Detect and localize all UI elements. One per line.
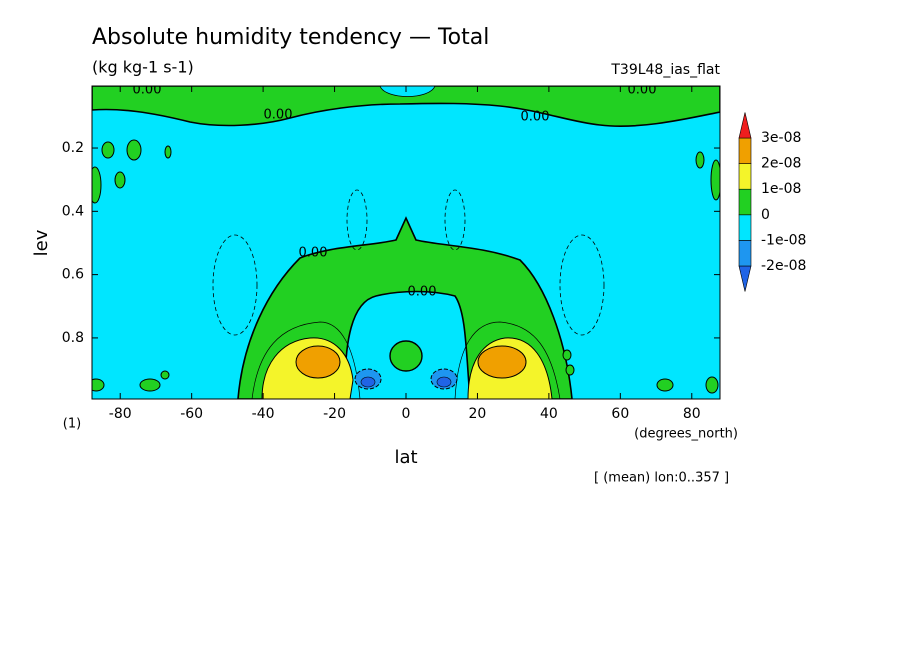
x-axis-unit: (degrees_north)	[634, 427, 738, 442]
contour-line	[559, 234, 605, 336]
colorbar-label: 0	[761, 207, 770, 223]
region	[436, 376, 452, 388]
region	[101, 141, 115, 159]
region	[695, 151, 705, 169]
contour-line	[454, 321, 561, 399]
x-tick-label: -60	[180, 406, 203, 422]
contour-label: 0.00	[521, 110, 550, 125]
region	[139, 378, 161, 392]
x-tick-label: -40	[252, 406, 275, 422]
colorbar-triangle	[738, 265, 752, 292]
contour-field: 0.00 0.00 0.00 0.00 0.00 0.00	[92, 83, 720, 399]
contour-line	[251, 321, 361, 399]
colorbar-label: -1e-08	[761, 232, 806, 248]
region	[360, 376, 376, 388]
x-tick-label: 40	[540, 406, 558, 422]
y-tick-label: 0.2	[62, 140, 84, 156]
region	[710, 159, 720, 201]
x-axis-label: lat	[394, 447, 417, 468]
region	[389, 340, 423, 372]
colorbar-label: 2e-08	[761, 156, 801, 172]
y-axis-unit: (1)	[63, 417, 81, 432]
contour-label: 0.00	[628, 83, 657, 98]
colorbar-label: 3e-08	[761, 130, 801, 146]
colorbar-box	[738, 214, 752, 241]
region	[656, 378, 674, 392]
colorbar-box	[738, 137, 752, 164]
contour-label: 0.00	[408, 285, 437, 300]
region	[164, 145, 172, 159]
region	[295, 345, 341, 379]
region	[705, 376, 719, 394]
region	[92, 166, 102, 204]
colorbar-triangle	[738, 112, 752, 139]
y-tick-label: 0.6	[62, 267, 84, 283]
y-axis-label: lev	[31, 229, 52, 256]
mean-note: [ (mean) lon:0..357 ]	[594, 471, 729, 486]
region	[92, 86, 720, 127]
contour-line	[444, 189, 466, 251]
y-tick-label: 0.4	[62, 203, 84, 219]
dataset-label: T39L48_ias_flat	[610, 62, 720, 78]
contour-label: 0.00	[299, 246, 328, 261]
contour-label: 0.00	[133, 83, 162, 98]
region	[92, 378, 105, 392]
x-tick-label: 80	[683, 406, 701, 422]
colorbar-box	[738, 188, 752, 216]
chart-subtitle: (kg kg-1 s-1)	[92, 58, 194, 77]
x-tick-label: -80	[109, 406, 132, 422]
chart-title: Absolute humidity tendency — Total	[92, 25, 489, 50]
region	[477, 345, 527, 379]
colorbar-label: -2e-08	[761, 258, 806, 274]
colorbar-box	[738, 163, 752, 190]
region	[126, 139, 142, 161]
x-tick-label: 60	[611, 406, 629, 422]
region	[565, 364, 575, 376]
colorbar-box	[738, 240, 752, 267]
contour-line	[346, 189, 368, 251]
x-tick-label: -20	[323, 406, 346, 422]
x-tick-label: 0	[402, 406, 411, 422]
colorbar-label: 1e-08	[761, 181, 801, 197]
y-tick-label: 0.8	[62, 330, 84, 346]
x-tick-label: 20	[469, 406, 487, 422]
region	[562, 349, 572, 361]
contour-line	[212, 234, 258, 336]
region	[160, 370, 170, 380]
contour-label: 0.00	[264, 108, 293, 123]
region	[114, 171, 126, 189]
